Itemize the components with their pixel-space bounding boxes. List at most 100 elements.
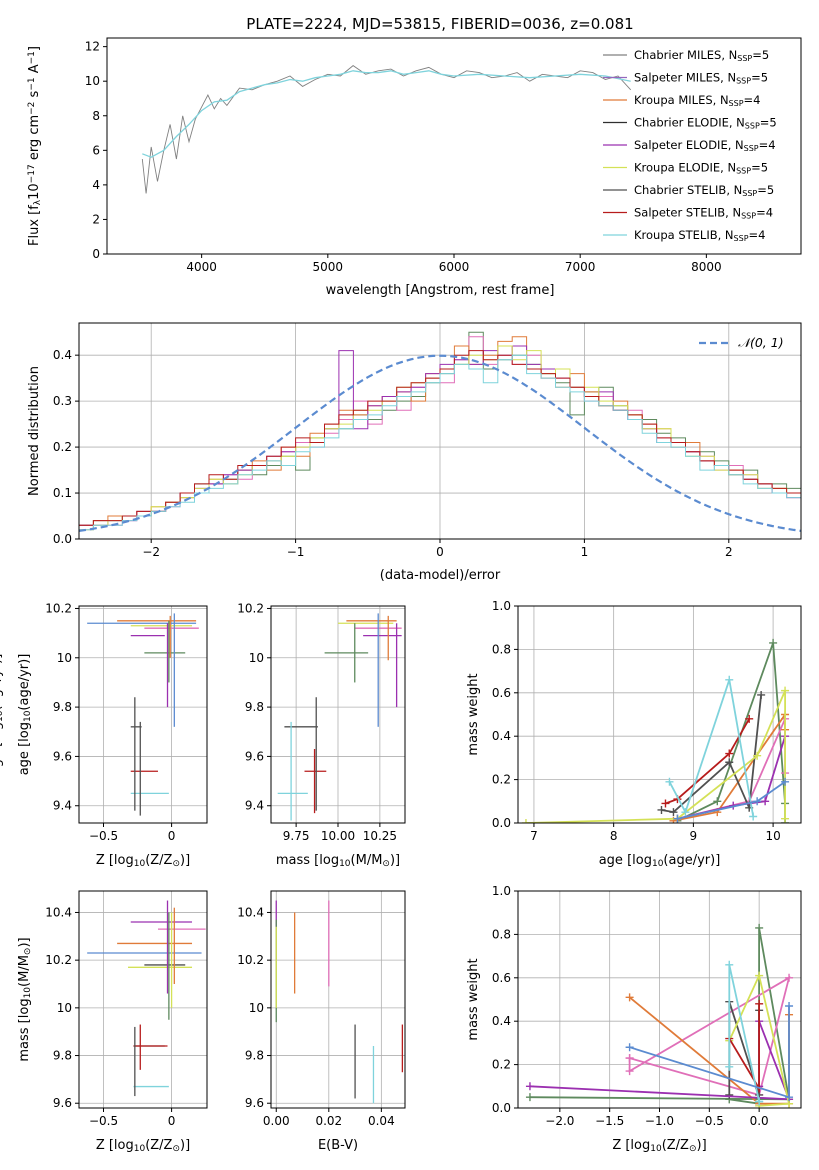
mass-weight-marker — [725, 675, 734, 684]
mass-weight-marker — [785, 973, 794, 982]
x-tick-label: 0 — [168, 829, 176, 843]
axis-label: age [log10(age/yr)] — [17, 654, 33, 776]
axes-frame — [517, 605, 802, 824]
x-tick-label: 0 — [436, 545, 444, 559]
axis-label-part: )] — [697, 1138, 707, 1153]
legend-label-n: =5 — [752, 48, 769, 62]
axis-label-part: Flux [f — [27, 205, 42, 246]
axis-label-part: 10 — [27, 183, 42, 200]
legend-label: Salpeter ELODIE, NSSP=4 — [634, 138, 776, 153]
x-tick-label: 8 — [610, 829, 618, 843]
x-tick-label: −0.5 — [89, 829, 118, 843]
y-tick-label: 0.2 — [492, 1058, 511, 1072]
axis-label: age [log10(age/yr)] — [0, 654, 5, 776]
plot-content — [525, 923, 794, 1108]
mass-weight-marker — [781, 814, 790, 823]
mass-weight-vs-Z-panel: −2.0 −1.5 −1.0 −0.5 0.0 0.0 0.2 0.4 0.6 0.8 1.0 Z [… — [466, 884, 802, 1154]
axis-label: Flux [fλ10−17 erg cm−2 s−1 A−1] — [27, 46, 43, 246]
y-tick-label: 10 — [249, 651, 264, 665]
legend-label: Kroupa STELIB, NSSP=4 — [634, 228, 765, 243]
axis-label-part: 10 — [23, 987, 33, 999]
mass-weight-marker — [661, 799, 670, 808]
mass-weight-marker — [657, 805, 666, 814]
mass-weight-line — [728, 972, 791, 1107]
mass-weight-marker — [761, 797, 770, 806]
x-tick-label: −2.0 — [545, 1114, 574, 1128]
legend-label-text: Salpeter MILES, N — [634, 71, 736, 85]
spectrum-model-line — [142, 70, 631, 158]
legend-label: Chabrier MILES, NSSP=5 — [634, 48, 769, 63]
axis-label-part: (age/yr)] — [663, 853, 720, 868]
legend-label: Salpeter STELIB, NSSP=4 — [634, 206, 773, 221]
plot-area — [79, 606, 207, 823]
x-tick-label: 0.0 — [750, 1114, 769, 1128]
x-tick-label: 0 — [168, 1114, 176, 1128]
axis-label-part: 10 — [134, 1144, 146, 1154]
axis-label: Z [log10(Z/Z⊙)] — [96, 1138, 190, 1154]
legend-label-n: =4 — [749, 228, 766, 242]
y-tick-label: 0.4 — [492, 729, 511, 743]
x-tick-label: 4000 — [186, 260, 217, 274]
mass-weight-marker — [681, 808, 690, 817]
mass-weight-marker — [673, 814, 682, 823]
axis-label-part: −1 — [27, 77, 37, 90]
plot-content — [87, 900, 206, 1097]
x-tick-label: 7 — [530, 829, 538, 843]
y-tick-label: 12 — [85, 40, 100, 54]
mass-weight-marker — [725, 758, 734, 767]
legend-label-n: =5 — [760, 116, 777, 130]
x-tick-label: 0.00 — [263, 1114, 290, 1128]
x-tick-label: 6000 — [439, 260, 470, 274]
plot-content — [275, 900, 404, 1104]
axis-label-part: age [log — [0, 722, 4, 775]
x-tick-label: 9.75 — [283, 829, 310, 843]
x-tick-label: 0.04 — [368, 1114, 395, 1128]
legend-label: Chabrier STELIB, NSSP=5 — [634, 183, 774, 198]
residuals-panel: −2 −1 0 1 2 0.0 0.1 0.2 0.3 0.4 𝒩(0, 1) (data-model… — [27, 322, 802, 583]
y-tick-label: 10 — [57, 651, 72, 665]
figure-title: PLATE=2224, MJD=53815, FIBERID=0036, z=0… — [246, 15, 633, 33]
legend-label-sub: SSP — [737, 54, 752, 63]
y-tick-label: 9.4 — [245, 799, 264, 813]
y-tick-label: 10.4 — [237, 905, 264, 919]
y-tick-label: 0.8 — [492, 927, 511, 941]
mass-weight-marker — [769, 638, 778, 647]
y-tick-label: 0.4 — [53, 348, 72, 362]
mass-weight-marker — [785, 1093, 794, 1102]
x-tick-label: 9 — [690, 829, 698, 843]
y-tick-label: 10.2 — [237, 601, 264, 615]
y-tick-label: 10.4 — [45, 905, 72, 919]
axes-frame — [270, 605, 406, 824]
y-tick-label: 9.8 — [53, 700, 72, 714]
axis-label: age [log10(age/yr)] — [599, 853, 721, 869]
mass-weight-marker — [755, 1097, 764, 1106]
mass-weight-marker — [525, 1082, 534, 1091]
legend-label: 𝒩(0, 1) — [738, 335, 784, 350]
x-tick-label: 10.25 — [363, 829, 397, 843]
y-tick-label: 10 — [57, 1001, 72, 1015]
axis-label-part: 10 — [652, 859, 664, 869]
y-tick-label: 0.4 — [492, 1014, 511, 1028]
mass-weight-marker — [625, 993, 634, 1002]
axis-label-part: ⊙ — [172, 859, 180, 869]
x-tick-label: 10.00 — [321, 829, 355, 843]
axis-label-part: 10 — [134, 859, 146, 869]
mass-vs-EBV-panel: 0.00 0.02 0.04 9.6 9.8 10 10.2 10.4 E(B-V) — [237, 890, 406, 1153]
y-tick-label: 9.6 — [245, 1096, 264, 1110]
y-tick-label: 0.3 — [53, 394, 72, 408]
axis-label-part: )] — [180, 853, 190, 868]
y-tick-label: 0.0 — [492, 816, 511, 830]
mass-weight-marker — [525, 1093, 534, 1102]
plot-content — [87, 613, 199, 816]
legend-label-n: =5 — [751, 71, 768, 85]
mass-weight-marker — [755, 971, 764, 980]
legend-label-text: Chabrier ELODIE, N — [634, 116, 745, 130]
mass-weight-marker — [625, 1054, 634, 1063]
plot-area — [79, 891, 207, 1108]
x-axis-label: wavelength [Angstrom, rest frame] — [326, 283, 555, 298]
axis-label-part: 10 — [650, 1144, 662, 1154]
mass-weight-marker — [781, 777, 790, 786]
legend-label-n: =5 — [757, 183, 774, 197]
axis-label-part: (M/M — [351, 853, 383, 868]
axis-label-part: erg cm — [27, 115, 42, 164]
